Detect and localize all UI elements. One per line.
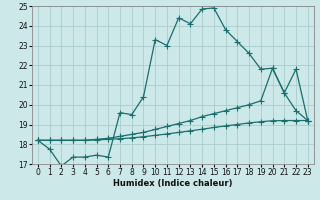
X-axis label: Humidex (Indice chaleur): Humidex (Indice chaleur) bbox=[113, 179, 233, 188]
